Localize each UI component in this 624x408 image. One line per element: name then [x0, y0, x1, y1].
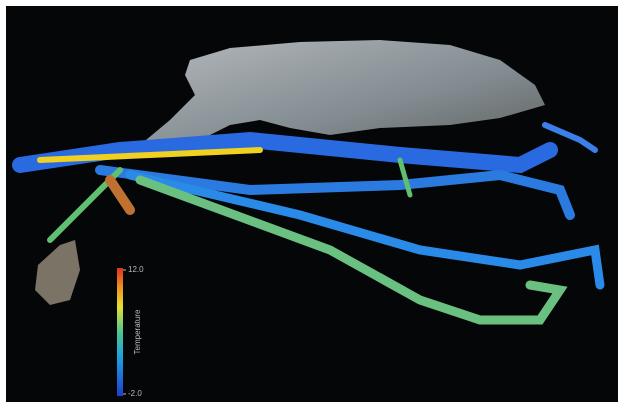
- landmass: [140, 40, 545, 150]
- colorbar-tick-label: -2.0: [128, 389, 142, 398]
- colorbar-tick-label: 12.0: [128, 265, 144, 274]
- terrain-fragment: [35, 240, 80, 305]
- colorbar: [117, 268, 123, 396]
- colorbar-label: Temperature: [133, 309, 142, 354]
- survey-tracks: [12, 122, 605, 325]
